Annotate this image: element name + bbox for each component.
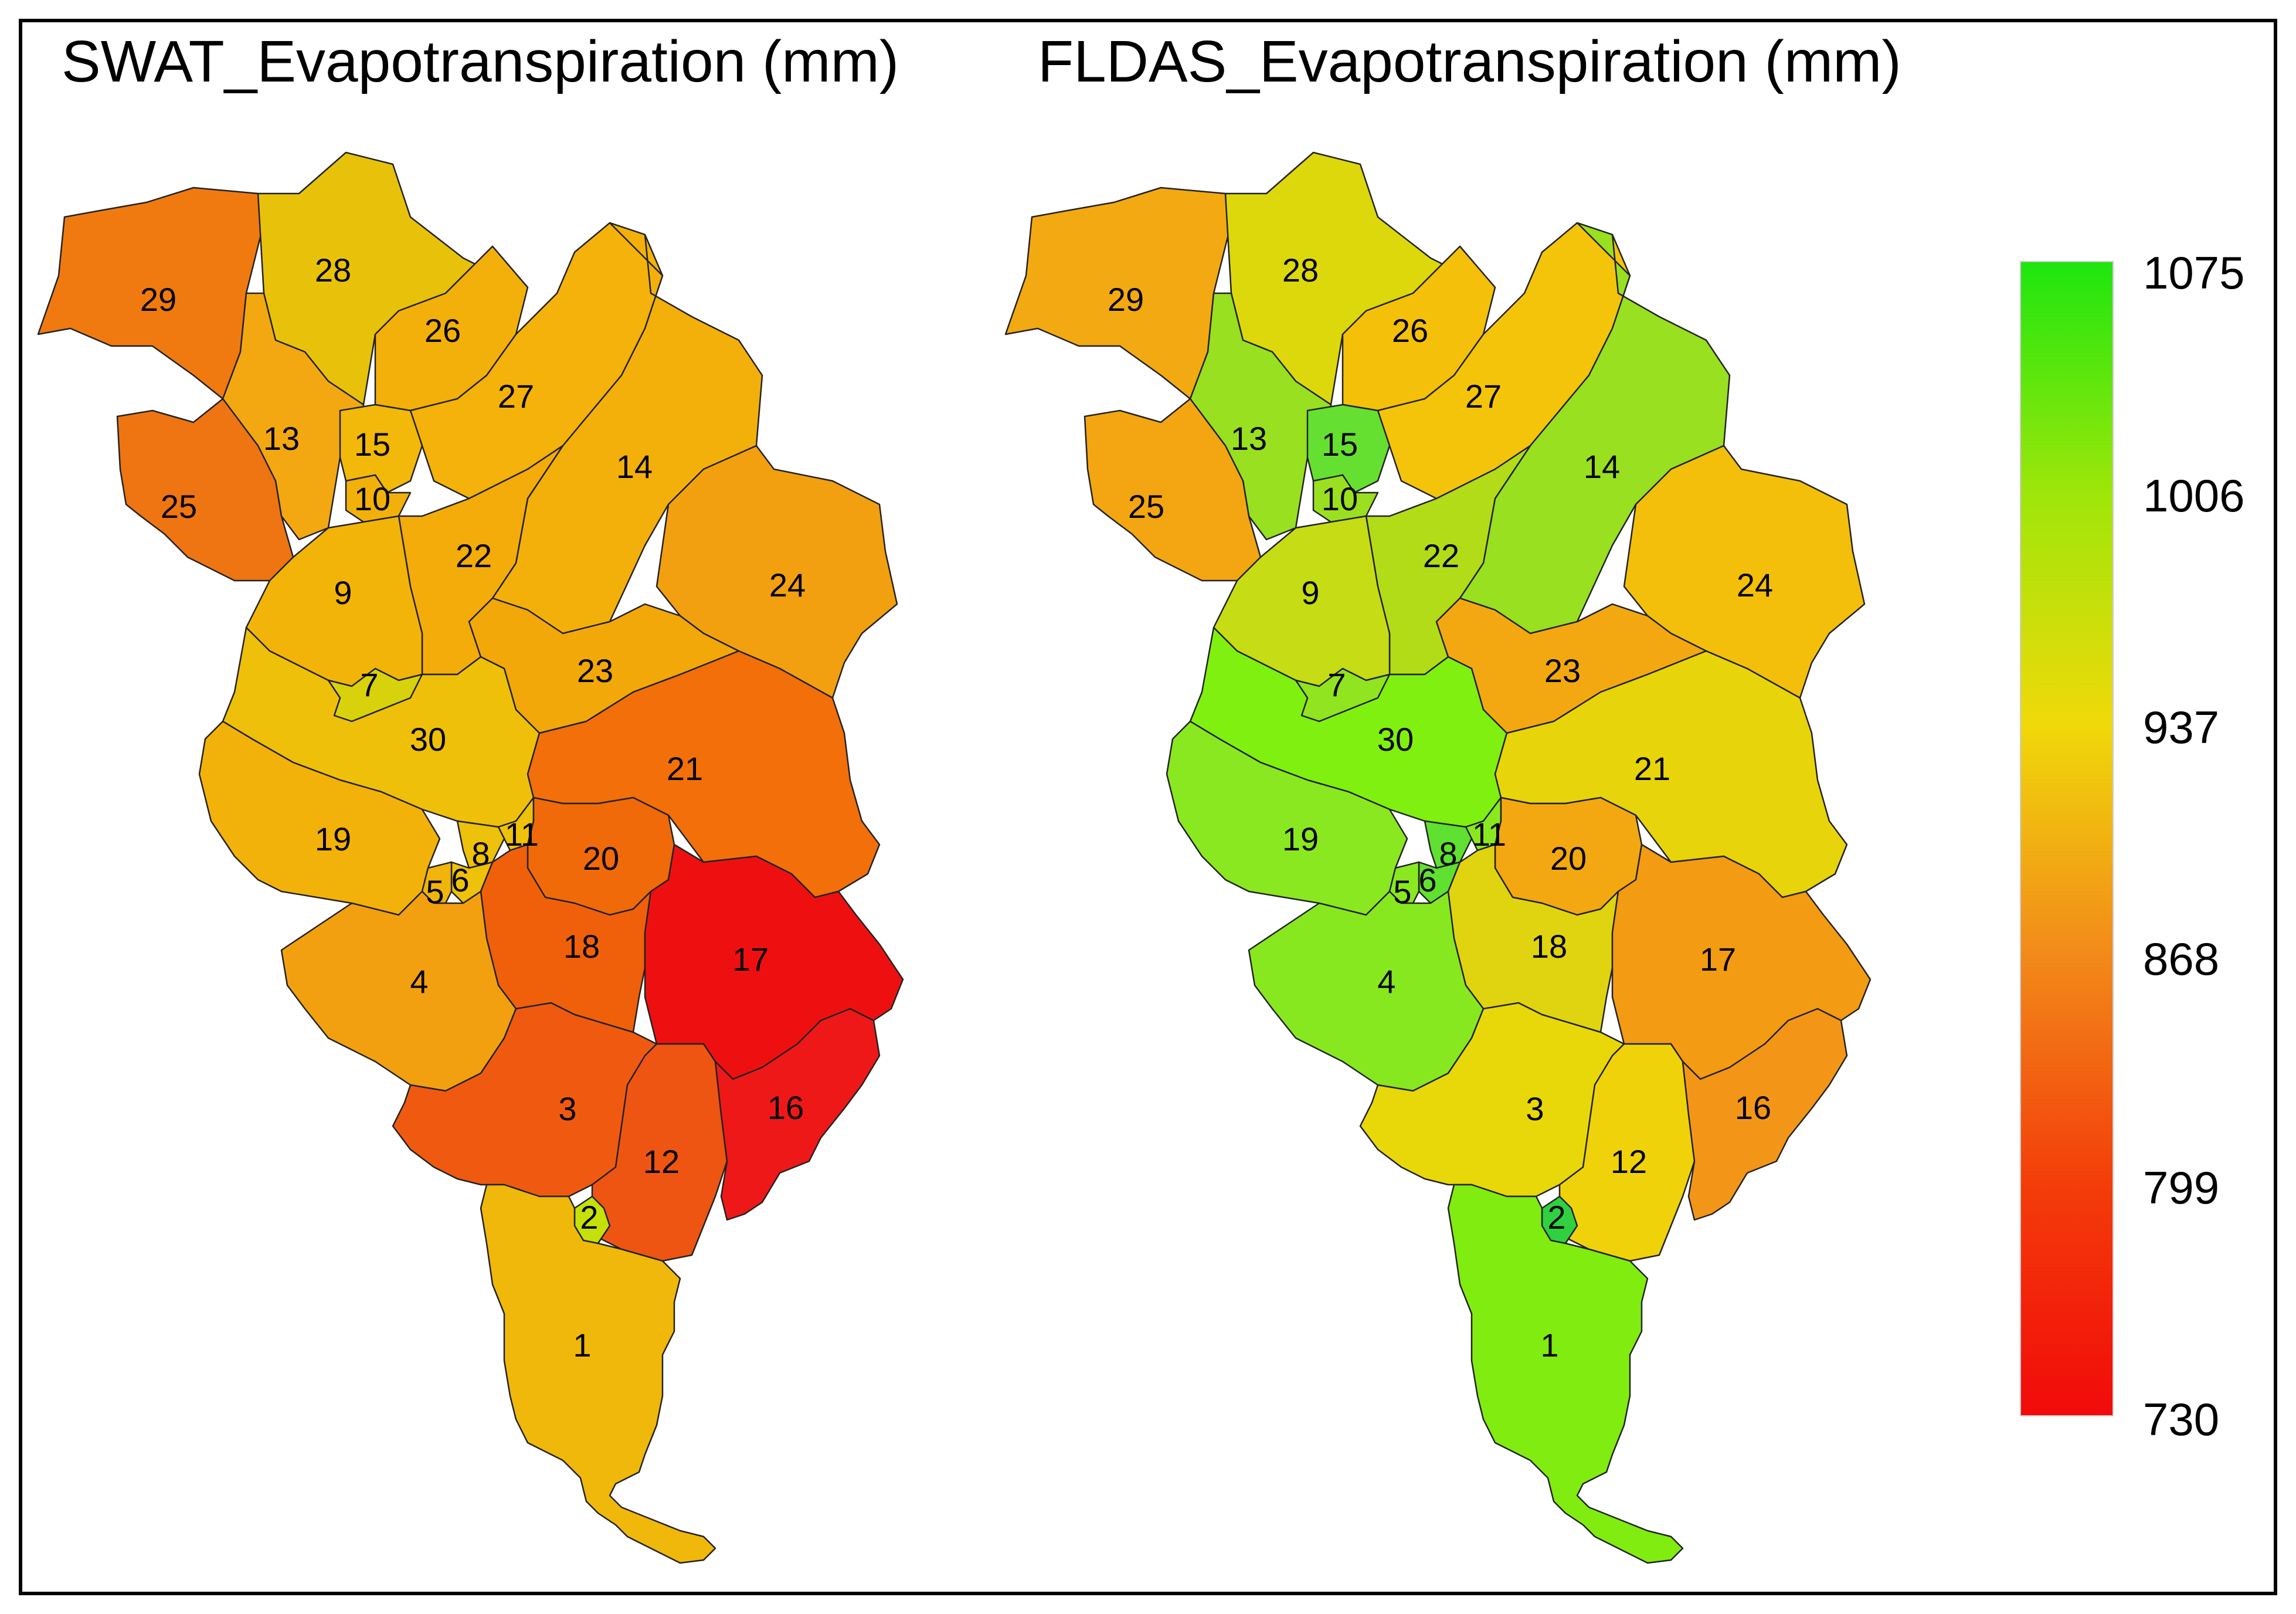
- subbasin-label-19: 19: [1282, 820, 1319, 857]
- subbasin-label-3: 3: [1526, 1090, 1544, 1127]
- subbasin-label-11: 11: [505, 816, 539, 853]
- subbasin-label-9: 9: [1301, 574, 1319, 611]
- subbasin-1: [480, 1184, 716, 1564]
- subbasin-label-1: 1: [1540, 1327, 1558, 1364]
- subbasin-label-25: 25: [1128, 488, 1164, 525]
- subbasin-label-5: 5: [1393, 873, 1411, 910]
- subbasin-label-23: 23: [577, 652, 613, 689]
- subbasin-label-13: 13: [1231, 420, 1267, 457]
- subbasin-label-2: 2: [1547, 1199, 1565, 1236]
- subbasin-label-22: 22: [1423, 537, 1459, 574]
- subbasin-label-18: 18: [563, 928, 600, 965]
- subbasin-12: [1558, 1043, 1696, 1262]
- subbasin-10: [1312, 474, 1379, 523]
- subbasin-label-16: 16: [767, 1089, 804, 1126]
- subbasin-label-14: 14: [616, 448, 653, 485]
- subbasin-label-4: 4: [410, 963, 428, 1000]
- subbasin-label-29: 29: [140, 281, 176, 318]
- subbasin-1: [1447, 1184, 1684, 1564]
- subbasin-label-30: 30: [410, 721, 446, 758]
- subbasin-label-27: 27: [1465, 378, 1502, 415]
- subbasin-4: [1248, 890, 1485, 1092]
- legend-tick-label: 868: [2143, 933, 2220, 985]
- subbasin-label-20: 20: [1550, 840, 1587, 877]
- subbasin-10: [345, 474, 412, 523]
- subbasin-label-7: 7: [1327, 666, 1346, 703]
- subbasin-label-17: 17: [732, 941, 769, 978]
- subbasin-15: [339, 404, 423, 494]
- subbasin-label-13: 13: [263, 420, 300, 457]
- subbasin-label-15: 15: [1322, 426, 1358, 463]
- subbasin-label-19: 19: [315, 820, 351, 857]
- color-scale-bar: [2020, 261, 2114, 1416]
- fldas-map-title: FLDAS_Evapotranspiration (mm): [1038, 29, 1901, 94]
- subbasin-label-8: 8: [471, 835, 490, 872]
- subbasin-16: [1682, 1008, 1848, 1221]
- subbasin-label-16: 16: [1735, 1089, 1771, 1126]
- subbasin-label-6: 6: [451, 862, 469, 898]
- subbasin-12: [591, 1043, 728, 1262]
- subbasin-label-3: 3: [558, 1090, 576, 1127]
- subbasin-24: [655, 445, 898, 699]
- swat-map-title: SWAT_Evapotranspiration (mm): [62, 29, 899, 94]
- subbasin-label-4: 4: [1377, 963, 1395, 1000]
- subbasin-label-12: 12: [1611, 1143, 1647, 1180]
- subbasin-label-28: 28: [315, 252, 351, 289]
- subbasin-label-12: 12: [643, 1143, 680, 1180]
- subbasin-4: [280, 890, 517, 1092]
- subbasin-label-26: 26: [424, 312, 461, 349]
- subbasin-label-27: 27: [498, 378, 534, 415]
- subbasin-label-5: 5: [426, 873, 444, 910]
- subbasin-label-15: 15: [354, 426, 390, 463]
- legend-tick-label: 730: [2143, 1393, 2220, 1445]
- subbasin-label-30: 30: [1377, 721, 1414, 758]
- subbasin-label-20: 20: [583, 840, 619, 877]
- subbasin-label-10: 10: [1322, 480, 1358, 517]
- subbasin-label-29: 29: [1108, 281, 1144, 318]
- subbasin-label-17: 17: [1700, 941, 1736, 978]
- legend-tick-label: 937: [2143, 701, 2220, 753]
- subbasin-label-7: 7: [360, 666, 378, 703]
- subbasin-label-10: 10: [354, 480, 390, 517]
- subbasin-label-11: 11: [1472, 816, 1506, 853]
- subbasin-24: [1623, 445, 1866, 699]
- subbasin-label-1: 1: [573, 1327, 591, 1364]
- subbasin-16: [714, 1008, 881, 1221]
- subbasin-label-8: 8: [1439, 835, 1457, 872]
- subbasin-label-21: 21: [667, 750, 703, 787]
- subbasin-label-18: 18: [1531, 928, 1567, 965]
- subbasin-label-14: 14: [1584, 448, 1620, 485]
- subbasin-label-2: 2: [580, 1199, 598, 1236]
- subbasin-label-9: 9: [334, 574, 352, 611]
- subbasin-label-24: 24: [769, 567, 806, 603]
- subbasin-label-22: 22: [456, 537, 492, 574]
- subbasin-15: [1306, 404, 1391, 494]
- legend-tick-label: 799: [2143, 1162, 2220, 1213]
- subbasin-label-24: 24: [1737, 567, 1773, 603]
- subbasin-label-26: 26: [1392, 312, 1428, 349]
- subbasin-label-25: 25: [161, 488, 197, 525]
- subbasin-label-23: 23: [1544, 652, 1581, 689]
- subbasin-label-21: 21: [1634, 750, 1670, 787]
- subbasin-label-28: 28: [1282, 252, 1319, 289]
- legend-tick-label: 1075: [2143, 247, 2245, 299]
- legend-tick-label: 1006: [2143, 470, 2245, 521]
- subbasin-label-6: 6: [1418, 862, 1436, 898]
